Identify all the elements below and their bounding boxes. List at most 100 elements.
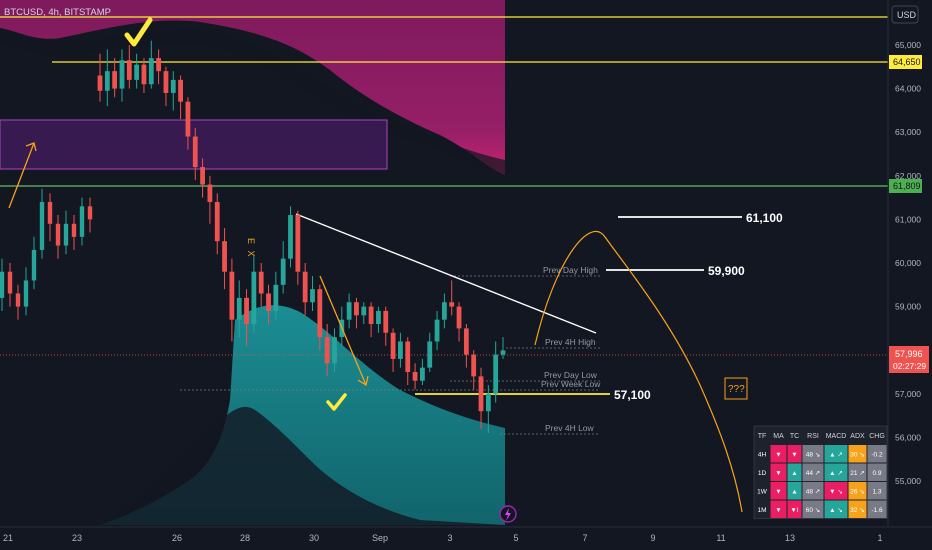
table-cell (754, 445, 770, 463)
candle-body (192, 136, 198, 168)
candle-body (178, 79, 183, 102)
table-cell (802, 463, 824, 481)
table-cell-text: 21 ↗ (850, 470, 864, 477)
time-tick-label: 23 (72, 533, 82, 543)
candle-body (87, 206, 93, 220)
candle-body (456, 306, 462, 329)
candle-body (332, 337, 337, 364)
prev-day-low-label: Prev Day Low (544, 370, 598, 380)
candle-body (354, 302, 359, 316)
table-header: TF (758, 433, 767, 440)
table-cell-text: 48 ↗ (806, 489, 820, 496)
time-tick-label: 3 (447, 533, 452, 543)
table-cell-text: 30 ↘ (850, 452, 864, 459)
candle-body (185, 101, 191, 137)
candle-body (200, 167, 205, 185)
candle-body (376, 310, 381, 325)
candle-body (55, 223, 61, 246)
prev-day-high-label: Prev Day High (543, 265, 598, 275)
time-tick-label: 30 (309, 533, 319, 543)
table-cell-text: ▲ ↗ (829, 452, 843, 459)
table-cell (770, 445, 787, 463)
table-header: ADX (850, 433, 865, 440)
candle-body (493, 354, 499, 394)
time-tick-label: 1 (877, 533, 882, 543)
candle-body (258, 271, 264, 294)
question-box (724, 377, 748, 400)
countdown-text: 02:27:29 (893, 361, 926, 371)
table-cell (754, 500, 770, 518)
label-59900: 59,900 (708, 264, 745, 278)
ex-label: E X (246, 238, 256, 259)
table-cell (754, 482, 770, 500)
candle-body (405, 341, 411, 372)
candle-body (310, 289, 315, 303)
table-cell-text: 26 ↘ (850, 489, 864, 496)
table-cell (848, 500, 867, 518)
symbol-label: BTCUSD, 4h, BITSTAMP (4, 7, 111, 18)
projection-curve (534, 230, 743, 513)
candle-body (112, 71, 118, 89)
table-header: MACD (826, 433, 847, 440)
table-cell (824, 482, 848, 500)
badge-61809-text: 61,809 (893, 181, 921, 191)
candle-body (148, 58, 154, 85)
question-label: ??? (728, 384, 745, 395)
candle-body (163, 71, 169, 93)
currency-label: USD (897, 10, 917, 20)
time-tick-label: 13 (785, 533, 795, 543)
time-tick-label: Sep (372, 533, 388, 543)
table-cell-text: ▼ (775, 470, 781, 477)
candle-body (441, 302, 447, 320)
candle-body (295, 215, 301, 272)
table-cell (824, 463, 848, 481)
table-cell (867, 463, 887, 481)
candle-body (15, 293, 21, 307)
table-cell-text: 1.3 (872, 489, 881, 496)
candle-body (63, 223, 69, 246)
table-cell-text: -0.2 (871, 452, 883, 459)
label-61100: 61,100 (746, 211, 783, 225)
candle-body (23, 280, 29, 307)
candle-body (236, 297, 242, 320)
candle-body (134, 64, 140, 80)
time-tick-label: 7 (582, 533, 587, 543)
currency-button[interactable] (891, 5, 919, 24)
price-tick-label: 65,000 (895, 40, 921, 50)
candle-body (47, 201, 53, 224)
candle-body (31, 249, 37, 281)
table-cell (802, 500, 824, 518)
table-cell-text: ▲ (791, 470, 797, 477)
candle-body (207, 184, 213, 202)
candle-body (478, 376, 484, 412)
table-cell (824, 500, 848, 518)
time-axis[interactable]: 21 23 26 28 30 Sep 3 5 7 9 11 13 1 (3, 533, 883, 543)
trendline (295, 213, 597, 334)
candle-body (471, 354, 477, 377)
price-tick-label: 55,000 (895, 476, 921, 486)
checkmark-bottom-icon (326, 393, 347, 411)
table-cell (770, 482, 787, 500)
candle-body (449, 302, 455, 307)
lightning-icon[interactable] (499, 505, 517, 523)
price-tick-label: 62,000 (895, 171, 921, 181)
table-cell-text: ▼ (775, 452, 781, 459)
candle-body (229, 271, 235, 320)
candle-body (0, 271, 5, 298)
candle-body (420, 367, 425, 381)
candle-body (156, 58, 162, 72)
candle-body (214, 201, 220, 242)
candle-body (302, 271, 308, 303)
price-tick-label: 57,000 (895, 389, 921, 399)
price-tick-label: 60,000 (895, 258, 921, 268)
price-axis[interactable]: 65,000 64,000 63,000 62,000 61,000 60,000 59,0… (895, 40, 921, 486)
table-cell-text: 1W (757, 489, 768, 496)
table-cell (770, 500, 787, 518)
table-header: RSI (807, 433, 819, 440)
candle-body (398, 341, 403, 359)
candle-body (126, 60, 132, 80)
table-cell-text: 48 ↘ (806, 452, 820, 459)
candle-body (288, 215, 293, 259)
table-header: MA (773, 433, 784, 440)
